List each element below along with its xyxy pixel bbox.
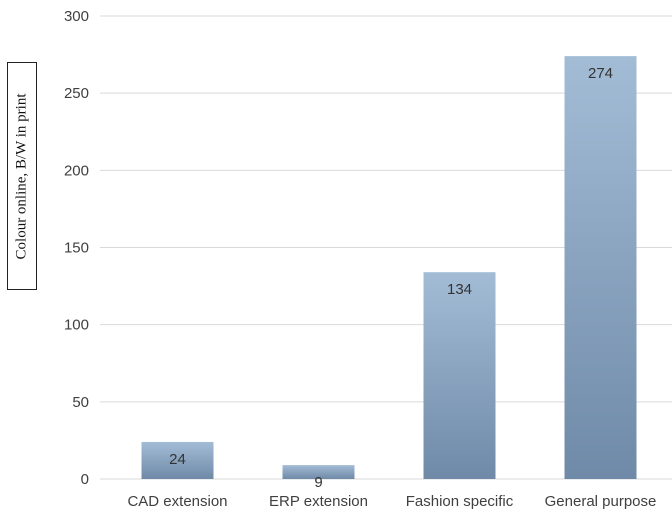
y-tick-label: 200: [64, 162, 89, 179]
bar-erp-extension: [282, 465, 355, 479]
data-label: 24: [169, 451, 186, 468]
bar-fashion-specific: [423, 272, 496, 479]
y-tick-label: 100: [64, 317, 89, 334]
y-tick-label: 50: [72, 394, 89, 411]
bar-general-purpose: [564, 56, 637, 479]
x-category-label: Fashion specific: [406, 493, 514, 510]
x-axis-categories: CAD extension ERP extension Fashion specif…: [127, 493, 656, 510]
data-label: 274: [588, 65, 613, 82]
y-tick-label: 150: [64, 240, 89, 257]
y-tick-label: 250: [64, 85, 89, 102]
bar-cad-extension: [141, 441, 214, 479]
y-tick-label: 300: [64, 8, 89, 25]
x-category-label: CAD extension: [127, 493, 227, 510]
x-category-label: ERP extension: [269, 493, 368, 510]
y-tick-label: 0: [81, 471, 89, 488]
bars: [141, 56, 637, 479]
data-labels: 24 9 134 274: [169, 65, 613, 491]
data-label: 9: [314, 474, 322, 491]
data-label: 134: [447, 281, 472, 298]
x-category-label: General purpose: [545, 493, 657, 510]
y-axis-ticks: 0 50 100 150 200 250 300: [64, 8, 89, 488]
colour-note-box: Colour online, B/W in print: [7, 62, 37, 290]
